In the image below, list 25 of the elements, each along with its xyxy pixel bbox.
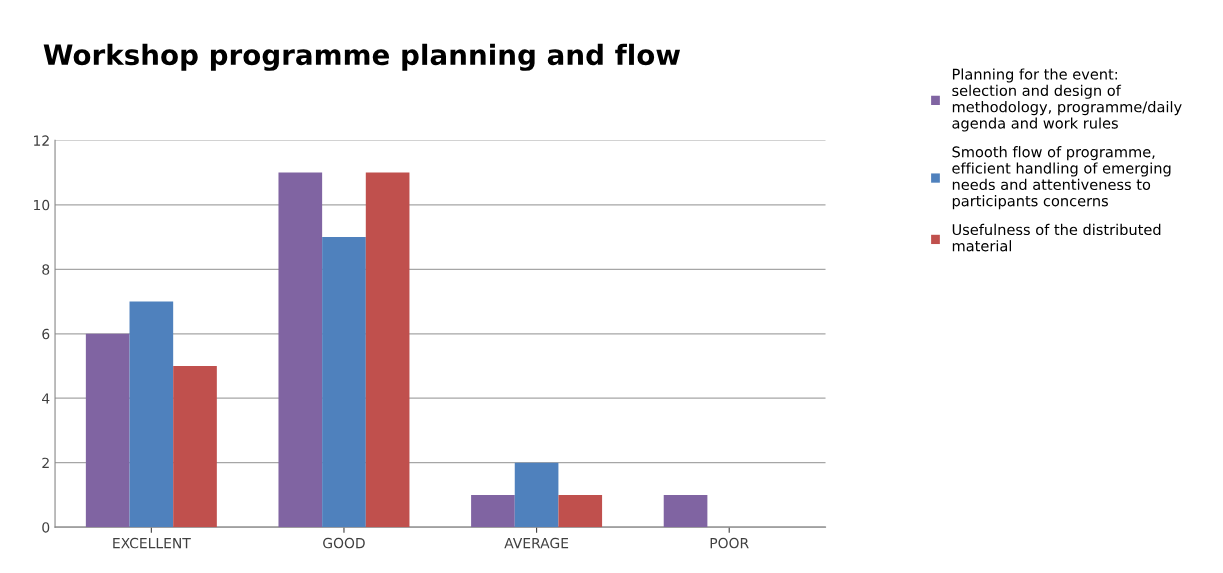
x-tick-label: EXCELLENT: [113, 537, 191, 549]
bar: [663, 494, 708, 528]
y-tick-label: 6: [42, 328, 50, 340]
y-tick-label: 8: [42, 264, 50, 275]
y-tick-label: 0: [42, 522, 50, 533]
y-tick-label: 4: [42, 393, 50, 404]
x-tick-label: POOR: [710, 537, 749, 549]
x-tick-label: AVERAGE: [504, 537, 569, 549]
x-tick-label: GOOD: [323, 537, 365, 549]
legend-label: Planning for the event: selection and design of methodology, programme/daily agenda and work rules: [952, 68, 1182, 132]
chart-title: Workshop programme planning and flow: [43, 43, 681, 71]
y-tick-label: 12: [34, 135, 49, 146]
legend-label: Usefulness of the distributed material: [952, 223, 1161, 252]
bar: [278, 172, 323, 528]
bar: [365, 172, 410, 528]
bar: [173, 366, 217, 528]
bar: [322, 237, 366, 528]
y-tick-label: 10: [34, 199, 50, 211]
y-tick-label: 2: [42, 457, 49, 468]
legend-label: Smooth flow of programme, efficient handling of emerging needs and attentiveness to participants concerns: [952, 146, 1171, 210]
bar: [129, 301, 174, 528]
bar: [85, 333, 130, 528]
bar: [471, 494, 515, 528]
bar: [514, 462, 559, 528]
bar: [558, 494, 603, 528]
